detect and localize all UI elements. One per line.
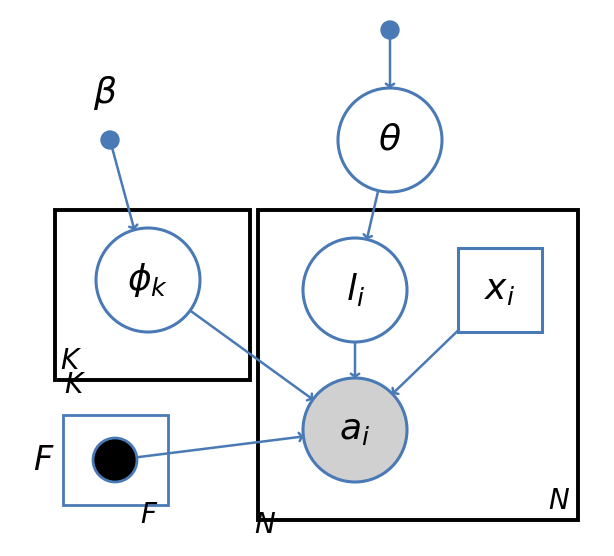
Text: $\beta$: $\beta$ [93, 74, 117, 112]
Text: $F$: $F$ [140, 501, 158, 529]
Text: $K$: $K$ [64, 371, 86, 399]
Text: $\alpha$: $\alpha$ [378, 0, 403, 2]
Circle shape [303, 378, 407, 482]
Circle shape [101, 131, 119, 149]
Text: $\theta$: $\theta$ [378, 123, 402, 157]
Text: $F$: $F$ [33, 444, 55, 476]
Circle shape [93, 438, 137, 482]
Bar [63, 415, 168, 505]
Circle shape [338, 88, 442, 192]
Text: $K$: $K$ [60, 347, 82, 375]
Bar [55, 210, 250, 380]
Text: $N$: $N$ [254, 511, 276, 539]
Circle shape [381, 21, 399, 39]
Circle shape [303, 238, 407, 342]
Text: $x_i$: $x_i$ [484, 273, 516, 307]
Bar [458, 248, 542, 332]
Text: $l_i$: $l_i$ [346, 271, 365, 309]
Bar [258, 210, 578, 520]
Text: $\phi_k$: $\phi_k$ [127, 261, 169, 299]
Text: $N$: $N$ [548, 487, 570, 515]
Circle shape [96, 228, 200, 332]
Text: $a_i$: $a_i$ [340, 413, 370, 447]
